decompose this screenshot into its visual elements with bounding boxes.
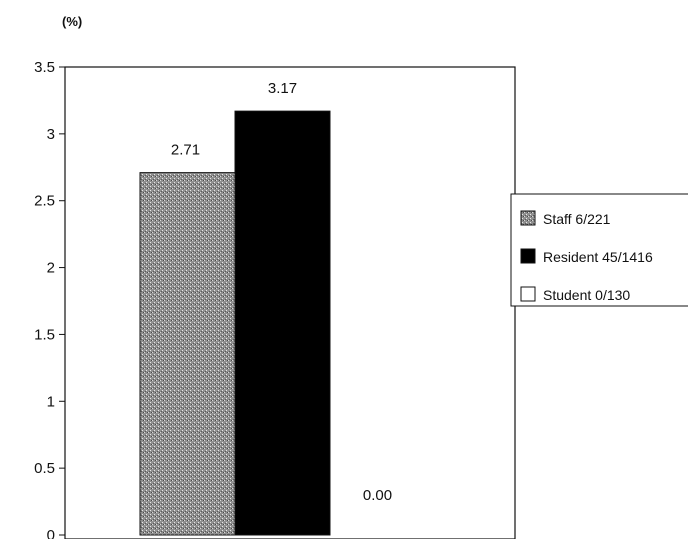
legend-swatch-resident bbox=[520, 248, 536, 264]
y-unit-label: (%) bbox=[62, 14, 82, 29]
y-tick-label: 3.5 bbox=[34, 59, 55, 76]
y-tick-label: 2.5 bbox=[34, 193, 55, 210]
data-label-student: 0.00 bbox=[363, 487, 392, 504]
data-label-staff: 2.71 bbox=[171, 142, 200, 159]
data-label-resident: 3.17 bbox=[268, 80, 297, 97]
y-tick-label: 2 bbox=[47, 260, 55, 277]
y-tick-label: 0.5 bbox=[34, 460, 55, 477]
y-tick-label: 1 bbox=[47, 393, 55, 410]
legend-swatch-student bbox=[520, 286, 536, 302]
y-tick-label: 1.5 bbox=[34, 326, 55, 343]
bars bbox=[139, 110, 331, 536]
legend-label-resident: Resident 45/1416 bbox=[543, 249, 653, 265]
bar-staff bbox=[139, 172, 236, 536]
legend-label-staff: Staff 6/221 bbox=[543, 211, 611, 227]
y-tick-label: 3 bbox=[47, 126, 55, 143]
y-tick-label: 0 bbox=[47, 527, 55, 539]
y-axis: 0 0.5 1 1.5 2 2.5 3 3.5 bbox=[34, 59, 65, 539]
bar-resident bbox=[234, 110, 331, 536]
legend-label-student: Student 0/130 bbox=[543, 287, 630, 303]
legend: Staff 6/221 Resident 45/1416 Student 0/130 bbox=[510, 193, 688, 307]
data-labels: 2.71 3.17 0.00 bbox=[171, 80, 392, 504]
legend-swatch-staff bbox=[520, 210, 536, 226]
legend-box bbox=[510, 193, 688, 307]
